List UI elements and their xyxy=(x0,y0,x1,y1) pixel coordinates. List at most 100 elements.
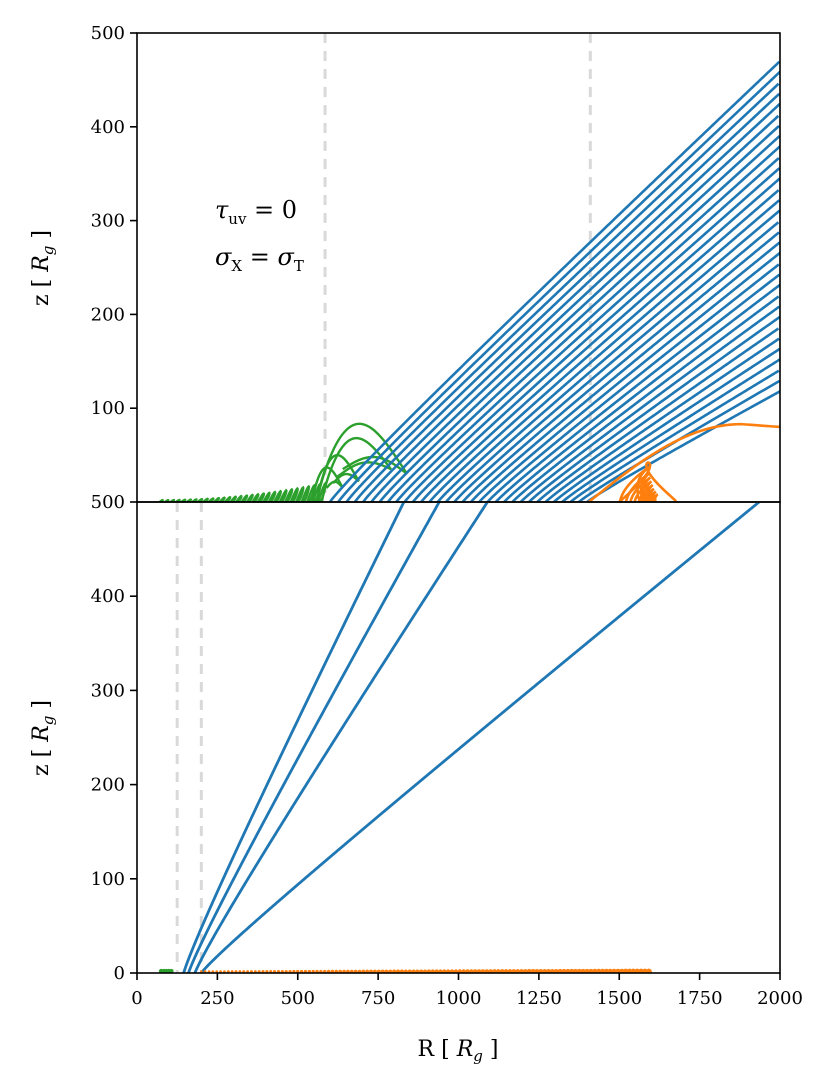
top-escaping-streamline-15 xyxy=(453,221,780,502)
bottom-y-axis-label: z [ Rg ] xyxy=(29,700,57,776)
bottom-failed-dot xyxy=(472,969,478,973)
bottom-failed-dot xyxy=(538,969,544,973)
annotation-sigma-x: σX = σT xyxy=(215,243,304,275)
bottom-escaping-streamline-1 xyxy=(187,503,441,973)
top-inner-loop xyxy=(218,496,226,502)
bottom-failed-dot xyxy=(515,969,521,973)
bottom-y-tick-label: 500 xyxy=(91,492,125,513)
top-inner-loop xyxy=(240,494,249,502)
bottom-inner-dot xyxy=(169,968,174,973)
bottom-failed-dot xyxy=(449,969,455,973)
top-escaping-streamline-31 xyxy=(586,390,780,502)
top-inner-loop xyxy=(246,493,254,502)
top-plot-area xyxy=(158,60,780,502)
top-escaping-streamline-10 xyxy=(411,167,780,502)
bottom-failed-dot xyxy=(434,969,439,973)
bottom-failed-dot xyxy=(330,969,335,973)
x-tick-label: 1000 xyxy=(436,988,482,1009)
top-inner-loop xyxy=(278,488,288,502)
x-axis-label: R [ Rg ] xyxy=(418,1037,499,1065)
bottom-failed-dot xyxy=(384,969,389,973)
x-tick-label: 0 xyxy=(131,988,142,1009)
top-escaping-streamline-27 xyxy=(553,347,780,502)
top-inner-big-loop-3 xyxy=(311,466,344,502)
bottom-failed-dot xyxy=(342,969,346,973)
top-y-tick-label: 100 xyxy=(91,398,125,419)
top-escaping-streamline-19 xyxy=(486,263,780,502)
top-y-tick-label: 500 xyxy=(91,23,125,44)
top-inner-big-loop-1 xyxy=(320,436,392,502)
bottom-failed-dot xyxy=(480,969,486,973)
bottom-failed-dot xyxy=(442,969,447,973)
top-escaping-streamline-3 xyxy=(353,92,780,502)
bottom-failed-dot xyxy=(426,969,432,973)
x-tick-label: 250 xyxy=(200,988,234,1009)
top-inner-big-loop-2 xyxy=(315,453,360,502)
top-inner-loop xyxy=(208,497,215,502)
bottom-failed-dot xyxy=(372,969,377,973)
x-tick-label: 500 xyxy=(281,988,315,1009)
bottom-failed-dot xyxy=(507,969,513,973)
bottom-failed-dot xyxy=(388,969,393,973)
bottom-failed-dot xyxy=(519,969,525,973)
bottom-y-tick-label: 200 xyxy=(91,775,125,796)
bottom-failed-dot xyxy=(499,969,505,973)
top-escaping-streamline-7 xyxy=(386,135,780,502)
top-escaping-streamline-2 xyxy=(345,82,780,502)
top-vlines xyxy=(323,33,592,502)
bottom-failed-dot xyxy=(349,969,354,973)
top-escaping-streamline-23 xyxy=(519,305,780,502)
x-tick-label: 1750 xyxy=(677,988,723,1009)
bottom-failed-dot xyxy=(396,969,401,973)
bottom-failed-dot xyxy=(419,969,424,973)
bottom-failed-dot xyxy=(534,969,540,973)
bottom-y-tick-label: 0 xyxy=(114,963,125,984)
top-inner-loop xyxy=(262,491,271,502)
top-escaping-streamline-28 xyxy=(561,358,780,502)
top-escaping-streamline-13 xyxy=(436,199,780,502)
bottom-failed-dot xyxy=(511,969,517,973)
top-escaping-streamline-11 xyxy=(420,177,780,502)
bottom-failed-dot xyxy=(403,969,408,973)
top-escaping-streamline-12 xyxy=(428,189,780,502)
top-inner-loop xyxy=(224,495,232,502)
top-escaping-streamline-29 xyxy=(569,369,780,502)
bottom-failed-dot xyxy=(430,969,435,973)
top-failed-loop-medium xyxy=(618,461,678,502)
bottom-failed-dot xyxy=(357,969,362,973)
top-escaping-streamline-22 xyxy=(511,295,780,502)
bottom-failed-dot xyxy=(645,968,652,973)
bottom-y-tick-label: 300 xyxy=(91,680,125,701)
top-inner-loop xyxy=(295,485,305,502)
top-escaping-streamline-16 xyxy=(461,231,780,502)
top-escaping-streamline-14 xyxy=(445,209,780,502)
top-inner-loop xyxy=(213,496,221,502)
bottom-failed-dot xyxy=(380,969,385,973)
bottom-failed-dot xyxy=(338,969,343,973)
top-escaping-streamline-21 xyxy=(503,283,780,502)
top-escaping-streamline-8 xyxy=(395,145,780,502)
bottom-failed-dot xyxy=(407,969,412,973)
bottom-failed-dot xyxy=(476,969,482,973)
bottom-failed-dot xyxy=(457,969,463,973)
bottom-failed-dot xyxy=(411,969,416,973)
bottom-failed-dot xyxy=(445,969,451,973)
top-escaping-streamline-18 xyxy=(478,251,780,502)
top-escaping-streamline-0 xyxy=(328,60,780,502)
bottom-vlines xyxy=(175,503,203,973)
bottom-failed-dot xyxy=(465,969,470,973)
x-tick-label: 2000 xyxy=(757,988,803,1009)
top-inner-loop xyxy=(289,486,299,502)
top-escaping-streamline-4 xyxy=(362,103,780,502)
top-escaping-streamline-24 xyxy=(528,315,780,502)
bottom-failed-dot xyxy=(334,969,339,973)
bottom-failed-dot xyxy=(503,969,509,973)
bottom-failed-dot xyxy=(453,969,459,973)
top-escaping-streamline-9 xyxy=(403,157,780,502)
bottom-failed-dot xyxy=(522,969,528,973)
bottom-y-tick-label: 400 xyxy=(91,586,125,607)
bottom-plot-area xyxy=(158,503,761,973)
top-inner-loop xyxy=(251,492,260,502)
bottom-failed-dot xyxy=(526,969,532,973)
